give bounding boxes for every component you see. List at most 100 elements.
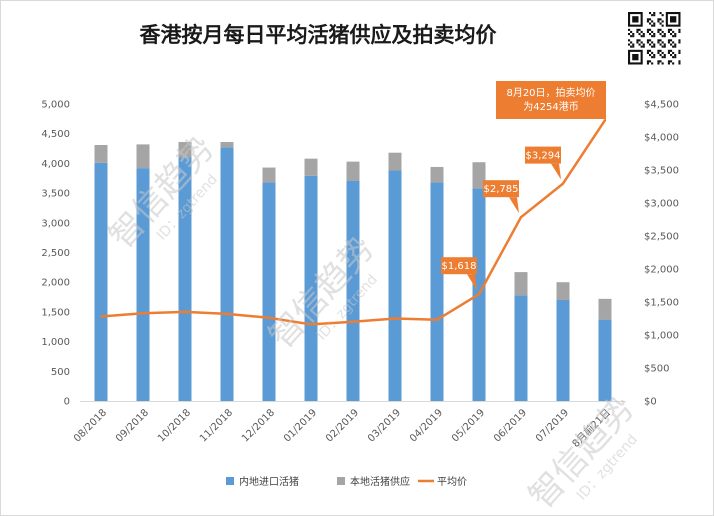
price-point-2 bbox=[183, 310, 187, 314]
qr-module bbox=[661, 20, 664, 23]
qr-module bbox=[672, 30, 675, 33]
qr-module bbox=[646, 20, 649, 23]
qr-module bbox=[661, 45, 664, 48]
qr-module bbox=[674, 45, 677, 48]
y-left-tick-label: 4,500 bbox=[41, 129, 70, 140]
price-point-8 bbox=[435, 318, 439, 322]
qr-module bbox=[657, 20, 660, 23]
qr-module bbox=[667, 28, 670, 31]
qr-module bbox=[630, 45, 633, 48]
qr-module bbox=[646, 60, 649, 63]
qr-module bbox=[630, 30, 633, 33]
bar-local-0 bbox=[94, 144, 108, 163]
qr-module bbox=[628, 39, 631, 42]
qr-module bbox=[663, 45, 666, 48]
qr-module bbox=[667, 30, 670, 33]
bar-local-6 bbox=[346, 161, 360, 181]
price-point-10 bbox=[519, 215, 523, 219]
qr-module bbox=[649, 54, 652, 57]
y-right-tick-label: $3,500 bbox=[644, 166, 679, 177]
qr-module bbox=[678, 60, 681, 63]
qr-module bbox=[632, 43, 635, 46]
qr-module bbox=[670, 54, 673, 57]
price-point-11 bbox=[561, 182, 565, 185]
qr-module bbox=[659, 60, 662, 63]
y-left-tick-label: 3,500 bbox=[41, 189, 70, 200]
qr-module bbox=[670, 39, 673, 42]
qr-module bbox=[630, 41, 633, 44]
qr-module bbox=[674, 43, 677, 46]
qr-module bbox=[628, 43, 631, 46]
bar-import-0 bbox=[94, 162, 108, 401]
y-left-tick-label: 3,000 bbox=[41, 218, 70, 229]
qr-module bbox=[651, 41, 654, 44]
qr-module bbox=[672, 51, 675, 54]
price-point-0 bbox=[99, 315, 103, 318]
qr-module bbox=[678, 51, 681, 54]
bar-local-3 bbox=[220, 142, 234, 148]
qr-module bbox=[646, 28, 649, 31]
callout-label: $3,294 bbox=[526, 151, 561, 162]
qr-module bbox=[663, 35, 666, 38]
qr-module bbox=[638, 33, 641, 36]
qr-module bbox=[657, 60, 660, 63]
qr-module bbox=[670, 28, 673, 31]
qr-module bbox=[653, 35, 656, 38]
qr-module bbox=[672, 56, 675, 59]
callout-box bbox=[441, 257, 477, 275]
qr-module bbox=[649, 60, 652, 63]
bar-local-10 bbox=[514, 272, 528, 296]
qr-module bbox=[653, 45, 656, 48]
price-point-7 bbox=[393, 317, 397, 320]
qr-module bbox=[651, 51, 654, 54]
qr-module bbox=[674, 56, 677, 59]
qr-module bbox=[663, 56, 666, 59]
qr-module bbox=[670, 33, 673, 36]
qr-module bbox=[670, 60, 673, 63]
y-right-tick-label: $500 bbox=[644, 364, 669, 375]
qr-module bbox=[651, 45, 654, 48]
qr-module bbox=[678, 62, 681, 65]
qr-module bbox=[636, 41, 639, 44]
qr-module bbox=[628, 33, 631, 36]
legend-swatch-0 bbox=[226, 477, 234, 485]
qr-module bbox=[649, 39, 652, 42]
qr-module bbox=[657, 30, 660, 33]
y-left-tick-label: 1,000 bbox=[41, 337, 70, 348]
qr-module bbox=[653, 54, 656, 57]
qr-module bbox=[663, 43, 666, 46]
y-right-tick-label: $2,000 bbox=[644, 265, 679, 276]
qr-module bbox=[672, 45, 675, 48]
qr-module bbox=[661, 35, 664, 38]
price-point-1 bbox=[141, 312, 145, 315]
qr-module bbox=[646, 62, 649, 65]
y-right-tick-label: $0 bbox=[644, 397, 657, 408]
bar-local-11 bbox=[556, 282, 570, 301]
qr-module bbox=[651, 30, 654, 33]
qr-module bbox=[640, 45, 643, 48]
qr-module bbox=[651, 62, 654, 65]
bar-local-1 bbox=[136, 144, 150, 169]
qr-module bbox=[649, 49, 652, 52]
qr-module bbox=[636, 39, 639, 42]
qr-module bbox=[628, 28, 631, 31]
qr-module bbox=[657, 28, 660, 31]
qr-module bbox=[649, 18, 652, 21]
legend-label: 本地活猪供应 bbox=[350, 475, 410, 488]
qr-module bbox=[646, 41, 649, 44]
qr-module bbox=[657, 51, 660, 54]
qr-module bbox=[649, 12, 652, 15]
bar-import-8 bbox=[430, 182, 444, 401]
qr-module bbox=[642, 43, 645, 46]
bar-import-12 bbox=[598, 319, 612, 401]
bar-import-11 bbox=[556, 300, 570, 401]
qr-module bbox=[657, 49, 660, 52]
qr-finder-inner bbox=[670, 16, 677, 23]
qr-module bbox=[659, 18, 662, 21]
qr-module bbox=[661, 14, 664, 17]
qr-module bbox=[674, 35, 677, 38]
y-right-tick-label: $4,000 bbox=[644, 133, 679, 144]
qr-module bbox=[630, 35, 633, 38]
bar-import-1 bbox=[136, 168, 150, 401]
